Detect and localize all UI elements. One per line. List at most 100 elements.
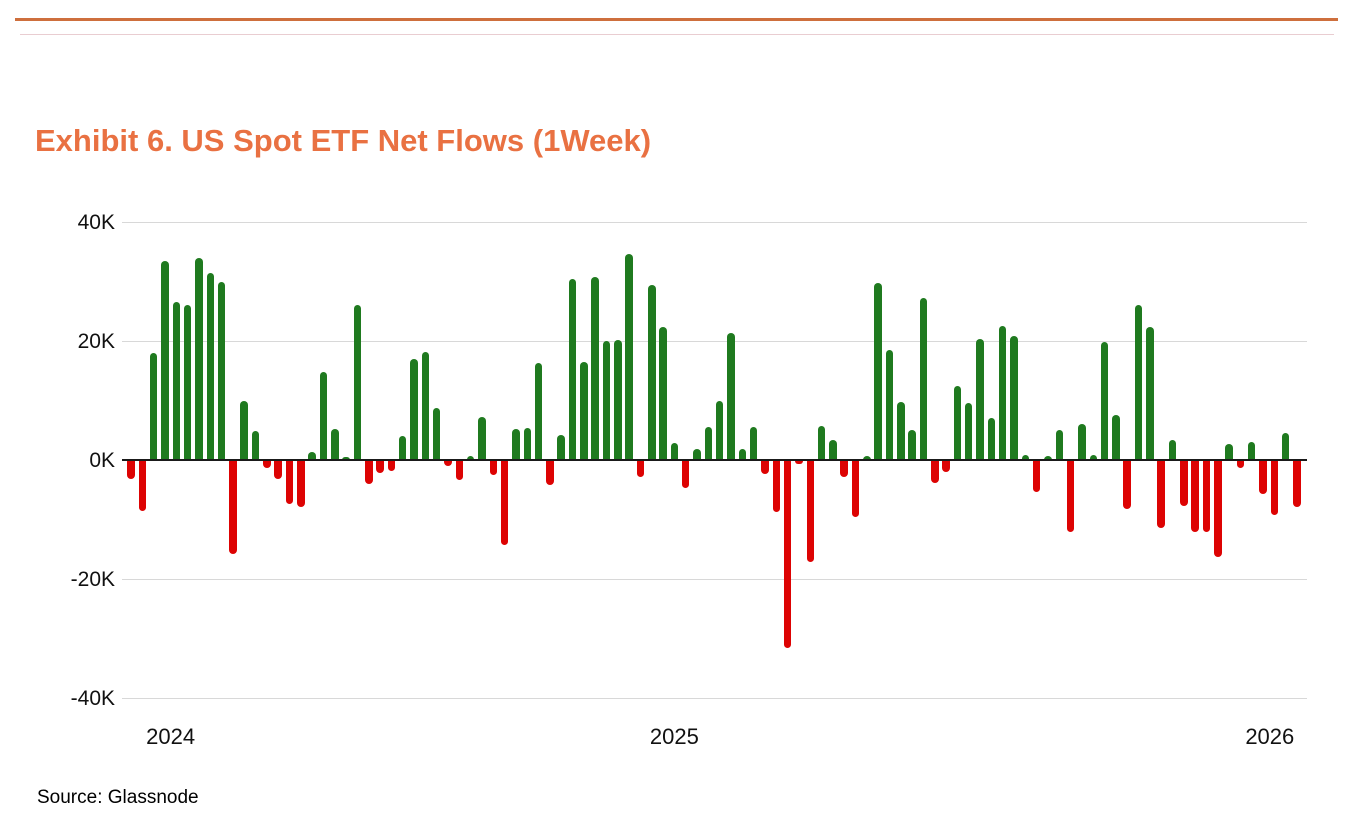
flow-bar-week-60 xyxy=(795,461,803,464)
flow-bar-week-39 xyxy=(557,435,565,460)
zero-axis-line xyxy=(122,459,1307,461)
flow-bar-week-58 xyxy=(772,461,780,513)
flow-bar-week-4 xyxy=(161,260,169,460)
flow-bar-week-48 xyxy=(659,326,667,460)
flow-bar-week-27 xyxy=(421,351,430,460)
flow-bar-week-76 xyxy=(976,338,984,460)
flow-bar-week-45 xyxy=(625,253,633,460)
flow-bar-week-25 xyxy=(398,436,407,460)
flow-bar-week-73 xyxy=(942,461,950,473)
flow-bar-week-28 xyxy=(432,408,441,460)
flow-bar-week-19 xyxy=(331,429,339,460)
flow-bar-week-17 xyxy=(308,452,316,460)
flow-bar-week-66 xyxy=(863,456,871,460)
flow-bar-week-44 xyxy=(614,340,622,460)
flow-bar-week-52 xyxy=(704,427,713,460)
flow-bar-week-42 xyxy=(591,276,599,460)
flow-bar-week-29 xyxy=(444,461,452,466)
flow-bar-week-104 xyxy=(1293,461,1301,508)
flow-bar-week-12 xyxy=(251,431,260,460)
flow-bar-week-96 xyxy=(1202,461,1211,532)
flow-bar-week-98 xyxy=(1225,443,1233,460)
flow-bar-week-70 xyxy=(908,430,916,461)
flow-bar-week-91 xyxy=(1146,327,1154,460)
flow-bar-week-53 xyxy=(715,400,724,460)
exhibit-title: Exhibit 6. US Spot ETF Net Flows (1Week) xyxy=(35,122,652,158)
flow-bar-week-59 xyxy=(783,461,792,649)
flow-bar-week-92 xyxy=(1157,461,1165,528)
flow-bar-week-64 xyxy=(840,461,848,477)
flow-bar-week-63 xyxy=(829,440,837,460)
x-axis-label-2024: 2024 xyxy=(146,724,196,749)
flow-bar-week-101 xyxy=(1259,461,1267,495)
flow-bar-week-32 xyxy=(478,417,486,460)
flow-bar-week-40 xyxy=(568,279,577,460)
flow-bar-week-10 xyxy=(229,461,237,555)
flow-bar-week-24 xyxy=(387,461,396,471)
flow-bar-week-97 xyxy=(1214,461,1222,558)
source-caption: Source: Glassnode xyxy=(37,787,199,808)
flow-bar-week-72 xyxy=(931,461,939,483)
flow-bar-week-78 xyxy=(998,326,1007,460)
y-axis-label-40k: 40K xyxy=(77,210,115,234)
flow-bar-week-46 xyxy=(636,461,645,478)
flow-bar-week-84 xyxy=(1066,461,1075,533)
flow-bar-week-62 xyxy=(817,426,826,460)
flow-bar-week-22 xyxy=(365,461,373,485)
flow-bar-week-21 xyxy=(353,305,362,460)
flow-bar-week-1 xyxy=(127,461,135,480)
flow-bar-week-37 xyxy=(534,363,543,460)
flow-bar-week-57 xyxy=(761,461,769,474)
flow-bar-week-38 xyxy=(546,461,554,485)
flow-bar-week-81 xyxy=(1032,461,1041,492)
flow-bar-week-80 xyxy=(1021,454,1029,460)
flow-bar-week-102 xyxy=(1270,461,1279,516)
flow-bar-week-88 xyxy=(1112,415,1120,460)
gridline-40k xyxy=(122,222,1307,223)
flow-bar-week-86 xyxy=(1089,455,1097,460)
flow-bar-week-30 xyxy=(455,461,463,480)
flow-bar-week-18 xyxy=(319,371,328,460)
flow-bar-week-82 xyxy=(1044,456,1052,460)
y-axis-label--20k: -20K xyxy=(70,567,115,591)
flow-bar-week-41 xyxy=(580,362,588,460)
flow-bar-week-47 xyxy=(648,285,656,460)
flow-bar-week-8 xyxy=(206,272,214,460)
flow-bar-week-11 xyxy=(240,400,248,460)
flow-bar-week-9 xyxy=(217,281,226,460)
flow-bar-week-93 xyxy=(1168,439,1177,460)
y-axis-label--40k: -40K xyxy=(70,686,115,710)
flow-bar-week-100 xyxy=(1247,441,1256,460)
flow-bar-week-85 xyxy=(1078,424,1086,460)
flow-bar-week-75 xyxy=(964,402,973,460)
flow-bar-week-94 xyxy=(1180,461,1188,507)
flow-bar-week-56 xyxy=(749,427,758,460)
flow-bar-week-89 xyxy=(1123,461,1131,509)
flow-bar-week-35 xyxy=(512,429,520,460)
flow-bar-week-15 xyxy=(285,461,294,505)
flow-bar-week-14 xyxy=(274,461,282,480)
flow-bar-week-74 xyxy=(953,385,962,460)
flow-bar-week-90 xyxy=(1134,305,1143,460)
flow-bar-week-31 xyxy=(466,456,475,460)
flow-bar-week-23 xyxy=(376,461,384,473)
flow-bar-week-55 xyxy=(738,448,746,460)
flow-bar-week-87 xyxy=(1100,342,1109,460)
flow-bar-week-16 xyxy=(297,461,305,507)
flow-bar-week-5 xyxy=(172,302,180,460)
flow-bar-week-95 xyxy=(1191,461,1199,533)
flow-bar-week-61 xyxy=(806,461,814,562)
gridline--20k xyxy=(122,579,1307,580)
gridline-20k xyxy=(122,341,1307,342)
flow-bar-week-65 xyxy=(851,461,860,517)
flow-bar-week-51 xyxy=(693,448,701,460)
flow-bar-week-68 xyxy=(885,349,894,460)
flow-bar-week-71 xyxy=(919,298,928,460)
y-axis-label-0k: 0K xyxy=(89,449,115,472)
flow-bar-week-34 xyxy=(500,461,509,545)
flow-bar-week-50 xyxy=(681,461,690,488)
flow-bar-week-3 xyxy=(149,352,158,460)
y-axis-label-20k: 20K xyxy=(77,329,115,353)
